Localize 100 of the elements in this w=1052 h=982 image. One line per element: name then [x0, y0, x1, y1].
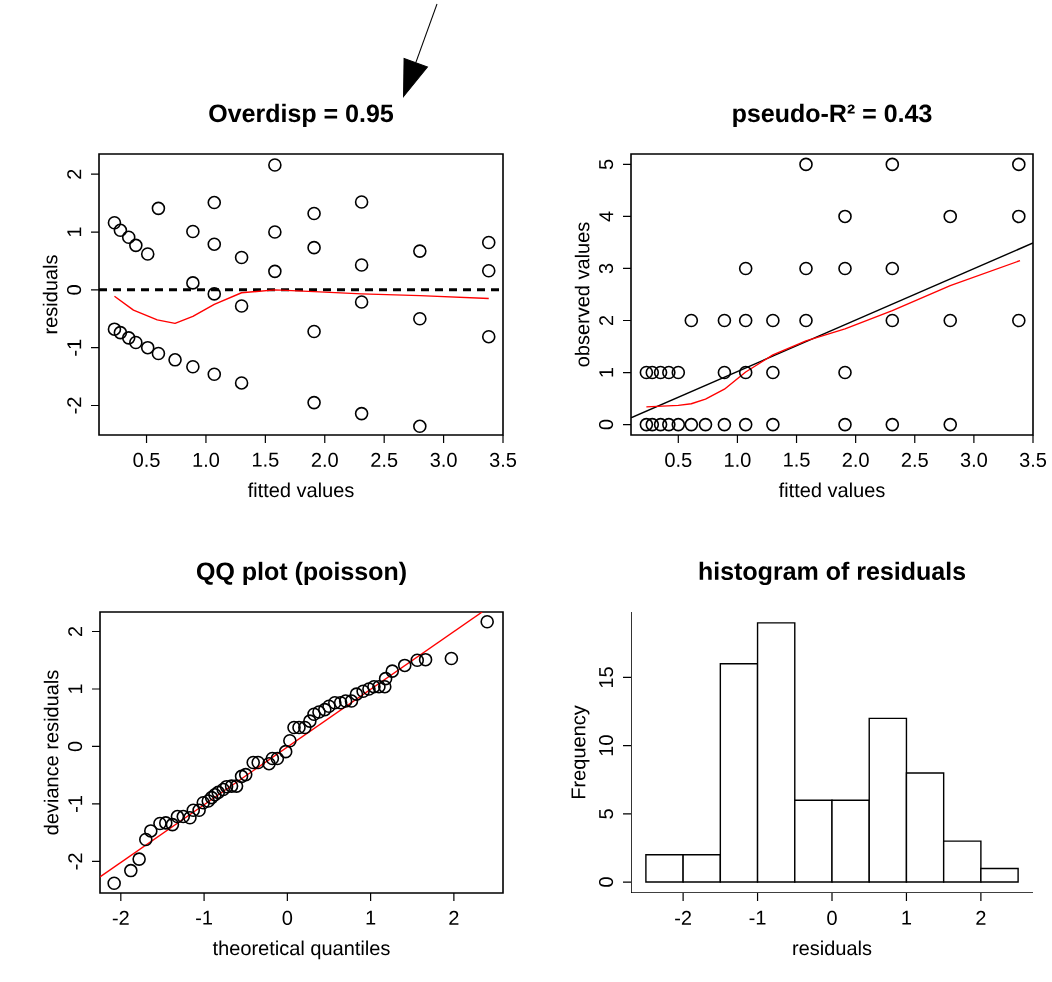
point [176, 809, 191, 824]
point [298, 720, 312, 735]
y-tick-label: 1 [67, 227, 82, 237]
x-axis-title: fitted values [778, 482, 885, 498]
point [292, 720, 306, 735]
y-axis-title: deviance residuals [43, 670, 59, 835]
point [662, 365, 676, 380]
point [312, 705, 326, 719]
point [165, 817, 180, 832]
point [140, 340, 155, 355]
point [144, 824, 158, 838]
point [1012, 313, 1026, 328]
x-tick-label: 0 [827, 910, 837, 926]
x-tick-label: 1.0 [193, 452, 220, 468]
point [717, 313, 732, 328]
y-tick-label: -1 [68, 796, 83, 812]
point [885, 157, 900, 172]
chart-title: histogram of residuals [699, 561, 966, 586]
point [418, 652, 433, 667]
point [251, 755, 266, 770]
point [151, 346, 166, 361]
point [1012, 157, 1026, 172]
point [307, 206, 321, 221]
x-tick-label: 0 [282, 910, 293, 926]
point [354, 195, 369, 209]
point [378, 671, 393, 686]
x-tick-label: 3.5 [489, 452, 517, 468]
x-tick-label: 0.5 [133, 452, 160, 468]
point [653, 365, 668, 380]
x-axis-title: residuals [793, 940, 872, 956]
point [367, 679, 381, 694]
point [262, 756, 276, 771]
point [372, 679, 386, 694]
point [207, 195, 222, 210]
point [265, 751, 280, 766]
point [885, 417, 900, 432]
y-axis-title: Frequency [571, 705, 590, 799]
point [362, 682, 376, 696]
y-tick-label: 2 [68, 626, 83, 637]
y-tick-label: 10 [598, 735, 614, 756]
y-tick-label: 0 [67, 741, 83, 752]
point [639, 417, 654, 432]
point [224, 779, 239, 793]
point [140, 247, 155, 261]
line-series [113, 289, 490, 325]
point [349, 687, 364, 701]
point [738, 261, 753, 276]
point [153, 816, 167, 831]
x-tick-label: 2.0 [311, 452, 338, 468]
point [333, 695, 348, 710]
point [207, 287, 222, 301]
point [211, 785, 226, 800]
point [338, 694, 353, 708]
point [328, 695, 342, 710]
point [208, 787, 222, 802]
x-tick-label: 1.0 [725, 452, 751, 468]
y-tick-label: 1 [68, 684, 83, 694]
x-tick-label: -2 [675, 910, 691, 925]
point [838, 261, 852, 276]
y-axis-title: observed values [574, 222, 590, 367]
point [132, 852, 146, 866]
point [234, 250, 249, 265]
y-tick-label: -2 [67, 397, 82, 414]
point [885, 261, 900, 276]
point [645, 365, 660, 380]
point [121, 331, 136, 345]
point [318, 702, 332, 717]
y-tick-label: 5 [599, 809, 614, 819]
point [278, 744, 293, 759]
point [107, 215, 122, 230]
x-tick-label: 3.5 [1019, 452, 1047, 468]
x-axis-title: fitted values [247, 482, 354, 498]
point [268, 264, 282, 279]
point [307, 707, 321, 722]
point [303, 714, 317, 728]
point [204, 790, 219, 805]
point [413, 244, 427, 258]
point [354, 295, 369, 309]
point [283, 733, 297, 748]
point [124, 863, 138, 878]
x-tick-label: 3.0 [960, 452, 987, 468]
point [234, 769, 249, 784]
x-tick-label: -1 [749, 910, 766, 925]
y-tick-label: 3 [598, 263, 614, 274]
point [268, 158, 282, 172]
point [377, 679, 392, 694]
point [107, 322, 122, 336]
point [671, 417, 686, 432]
point [151, 201, 166, 216]
point [246, 755, 261, 770]
point [645, 417, 660, 432]
point [186, 276, 200, 290]
point [397, 658, 412, 673]
point [186, 803, 201, 818]
x-tick-label: 0.5 [665, 452, 692, 468]
point [268, 225, 282, 239]
point [270, 751, 285, 766]
point [183, 810, 197, 825]
point [186, 359, 200, 374]
point [799, 157, 813, 172]
